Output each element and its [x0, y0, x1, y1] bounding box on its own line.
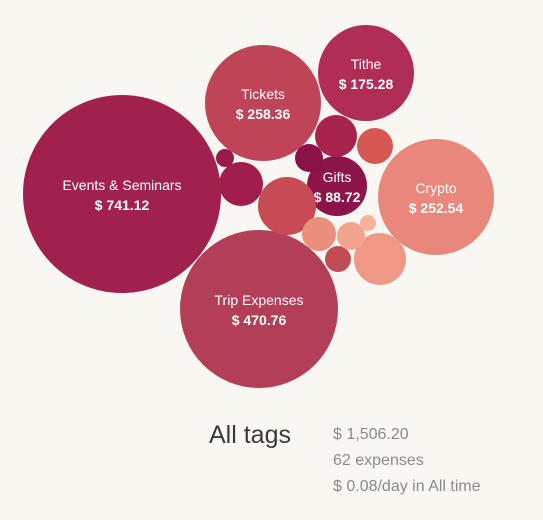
- bubble-circle[interactable]: [302, 217, 336, 251]
- bubble-circle[interactable]: [325, 246, 351, 272]
- tag-bubble-untitled-8[interactable]: [325, 246, 351, 272]
- tag-bubble-tithe[interactable]: Tithe $ 175.28: [318, 25, 414, 121]
- bubble-tag-name: Gifts: [323, 169, 352, 185]
- summary-total: $ 1,506.20: [333, 426, 409, 443]
- bubble-tag-name: Tithe: [351, 56, 382, 72]
- tag-bubble-untitled-7[interactable]: [302, 217, 336, 251]
- bubble-circle[interactable]: [337, 222, 365, 250]
- bubble-tag-amount: $ 175.28: [339, 76, 394, 92]
- bubble-circle[interactable]: [315, 115, 357, 157]
- bubble-circle[interactable]: [295, 144, 323, 172]
- tag-bubble-trip-expenses[interactable]: Trip Expenses $ 470.76: [180, 230, 338, 388]
- bubble-circle[interactable]: [23, 95, 221, 293]
- tag-bubble-untitled-1[interactable]: [258, 177, 316, 235]
- bubble-tag-name: Trip Expenses: [215, 292, 304, 308]
- bubble-circle[interactable]: [219, 162, 263, 206]
- bubble-circle[interactable]: [360, 215, 376, 231]
- bubble-circle[interactable]: [180, 230, 338, 388]
- bubble-tag-amount: $ 741.12: [95, 197, 150, 213]
- tag-bubble-tickets[interactable]: Tickets $ 258.36: [205, 45, 321, 161]
- bubble-circle[interactable]: [216, 149, 234, 167]
- tag-bubble-chart: Events & Seminars $ 741.12 Trip Expenses $ …: [23, 25, 494, 388]
- bubble-tag-amount: $ 258.36: [236, 106, 291, 122]
- tag-bubble-untitled-9[interactable]: [337, 222, 365, 250]
- tag-bubble-untitled-4[interactable]: [315, 115, 357, 157]
- bubble-tag-name: Events & Seminars: [62, 177, 181, 193]
- bubble-tag-amount: $ 252.54: [409, 200, 464, 216]
- tag-bubble-untitled-6[interactable]: [295, 144, 323, 172]
- bubble-tag-amount: $ 88.72: [314, 189, 361, 205]
- summary-daily-rate: $ 0.08/day in All time: [333, 478, 481, 495]
- bubble-circle[interactable]: [258, 177, 316, 235]
- bubble-circle[interactable]: [205, 45, 321, 161]
- bubble-circle[interactable]: [318, 25, 414, 121]
- bubble-circle[interactable]: [354, 233, 406, 285]
- tag-bubble-gifts[interactable]: Gifts $ 88.72: [307, 156, 367, 216]
- tag-bubble-untitled-5[interactable]: [357, 128, 393, 164]
- tag-bubble-crypto[interactable]: Crypto $ 252.54: [378, 139, 494, 255]
- bubble-circle[interactable]: [307, 156, 367, 216]
- tag-bubble-untitled-11[interactable]: [360, 215, 376, 231]
- bubble-tag-name: Crypto: [415, 180, 456, 196]
- tag-bubble-events-seminars[interactable]: Events & Seminars $ 741.12: [23, 95, 221, 293]
- summary-title: All tags: [209, 421, 291, 449]
- tag-bubble-untitled-10[interactable]: [216, 149, 234, 167]
- bubble-circle[interactable]: [378, 139, 494, 255]
- tag-bubble-untitled-3[interactable]: [219, 162, 263, 206]
- bubble-circle[interactable]: [357, 128, 393, 164]
- summary-expense-count: 62 expenses: [333, 452, 424, 469]
- tag-bubble-untitled-2[interactable]: [354, 233, 406, 285]
- bubble-tag-name: Tickets: [241, 86, 285, 102]
- bubble-tag-amount: $ 470.76: [232, 312, 287, 328]
